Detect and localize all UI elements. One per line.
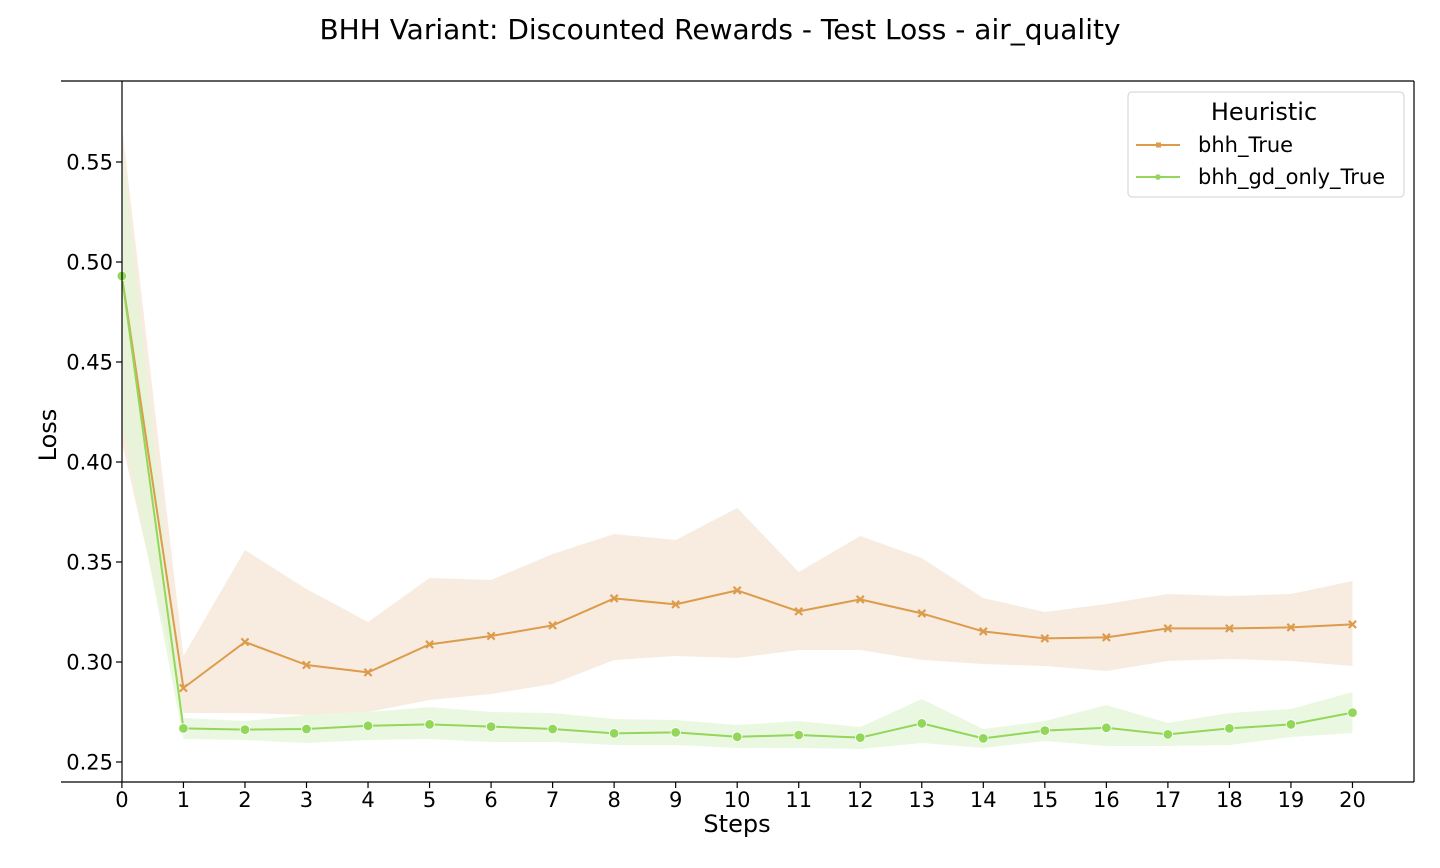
point-bhh-true-8 [609, 594, 619, 603]
point-bhh-true-11 [794, 607, 804, 616]
point-bhh-true-6 [486, 631, 496, 641]
x-tick-label-15: 15 [1031, 788, 1058, 812]
point-bhh-true-20 [1348, 620, 1357, 629]
point-bhh-gd-only-true-4 [362, 720, 374, 732]
point-bhh-gd-only-true-18 [1224, 723, 1235, 734]
point-bhh-gd-only-true-20 [1347, 707, 1358, 718]
legend-entries: bhh_True bhh_gd_only_True [1136, 133, 1385, 190]
point-bhh-gd-only-true-11 [793, 729, 804, 741]
x-ticks: 0 1 2 3 4 5 6 7 8 9 10 11 12 13 14 15 16 17 18 19 20 [115, 782, 1366, 812]
point-bhh-true-2 [240, 637, 250, 647]
x-tick-label-3: 3 [300, 788, 313, 812]
y-tick-label-0.30: 0.30 [66, 651, 113, 675]
x-tick-label-4: 4 [361, 788, 374, 812]
point-bhh-true-4 [363, 668, 373, 677]
y-tick-label-0.45: 0.45 [66, 351, 113, 375]
series-markers [116, 270, 1358, 744]
point-bhh-true-7 [548, 621, 557, 630]
x-tick-label-13: 13 [908, 788, 935, 812]
point-bhh-true-19 [1286, 623, 1296, 632]
point-bhh-gd-only-true-5 [424, 719, 435, 730]
point-bhh-gd-only-true-19 [1285, 719, 1297, 730]
point-bhh-gd-only-true-6 [485, 721, 497, 732]
x-tick-label-18: 18 [1216, 788, 1243, 812]
legend-entry-bhh-gd-only-true: bhh_gd_only_True [1136, 165, 1385, 190]
x-tick-label-7: 7 [546, 788, 559, 812]
point-bhh-gd-only-true-1 [178, 723, 189, 734]
point-bhh-true-17 [1163, 624, 1173, 633]
y-tick-label-0.40: 0.40 [66, 451, 113, 475]
point-bhh-true-12 [855, 595, 865, 604]
x-tick-label-20: 20 [1339, 788, 1366, 812]
x-tick-label-6: 6 [484, 788, 497, 812]
legend: Heuristic bhh_True bhh_gd_only_True [1127, 91, 1405, 198]
point-bhh-true-1 [179, 683, 188, 693]
point-bhh-gd-only-true-13 [916, 718, 927, 729]
point-bhh-true-16 [1101, 633, 1111, 642]
y-ticks: 0.25 0.30 0.35 0.40 0.45 0.50 0.55 [66, 151, 122, 775]
x-tick-label-2: 2 [238, 788, 251, 812]
point-bhh-true-3 [302, 660, 311, 670]
x-tick-label-17: 17 [1155, 788, 1182, 812]
point-bhh-true-18 [1225, 624, 1234, 633]
y-tick-label-0.25: 0.25 [66, 751, 113, 775]
legend-label: bhh_gd_only_True [1198, 165, 1385, 190]
x-axis-label: Steps [703, 810, 770, 838]
point-bhh-true-9 [671, 600, 681, 609]
y-tick-label-0.50: 0.50 [66, 251, 113, 275]
point-bhh-true-10 [732, 586, 742, 595]
legend-swatch-marker [1156, 142, 1161, 148]
x-tick-label-19: 19 [1278, 788, 1305, 812]
point-bhh-gd-only-true-3 [301, 723, 312, 735]
legend-box [1127, 91, 1405, 198]
y-axis-label: Loss [34, 409, 62, 462]
point-bhh-gd-only-true-2 [239, 724, 251, 735]
confidence-band-bhh-true [121, 126, 1353, 715]
point-bhh-true-14 [978, 627, 988, 636]
x-tick-label-1: 1 [177, 788, 190, 812]
point-bhh-gd-only-true-17 [1162, 729, 1174, 740]
x-tick-label-12: 12 [847, 788, 874, 812]
point-bhh-gd-only-true-9 [670, 727, 681, 738]
confidence-bands [121, 126, 1353, 749]
legend-title: Heuristic [1211, 98, 1317, 126]
chart-title: BHH Variant: Discounted Rewards - Test L… [319, 13, 1120, 46]
point-bhh-gd-only-true-7 [547, 723, 558, 735]
y-tick-label-0.55: 0.55 [66, 151, 113, 175]
legend-label: bhh_True [1198, 133, 1293, 158]
x-tick-label-5: 5 [423, 788, 436, 812]
legend-swatch-marker [1155, 174, 1161, 180]
x-tick-label-8: 8 [607, 788, 620, 812]
x-tick-label-16: 16 [1093, 788, 1120, 812]
point-bhh-gd-only-true-10 [731, 731, 743, 743]
y-tick-label-0.35: 0.35 [66, 551, 113, 575]
point-bhh-true-5 [425, 640, 434, 649]
point-bhh-gd-only-true-12 [855, 732, 866, 743]
point-bhh-gd-only-true-8 [608, 728, 620, 739]
point-bhh-true-13 [917, 609, 927, 618]
point-bhh-gd-only-true-15 [1039, 725, 1051, 736]
point-bhh-true-15 [1040, 634, 1050, 643]
x-tick-label-9: 9 [669, 788, 682, 812]
x-tick-label-14: 14 [970, 788, 997, 812]
point-bhh-gd-only-true-16 [1101, 722, 1112, 734]
x-tick-label-10: 10 [724, 788, 751, 812]
legend-entry-bhh-true: bhh_True [1136, 133, 1293, 158]
point-bhh-gd-only-true-14 [978, 733, 989, 744]
x-tick-label-11: 11 [785, 788, 812, 812]
x-tick-label-0: 0 [115, 788, 128, 812]
